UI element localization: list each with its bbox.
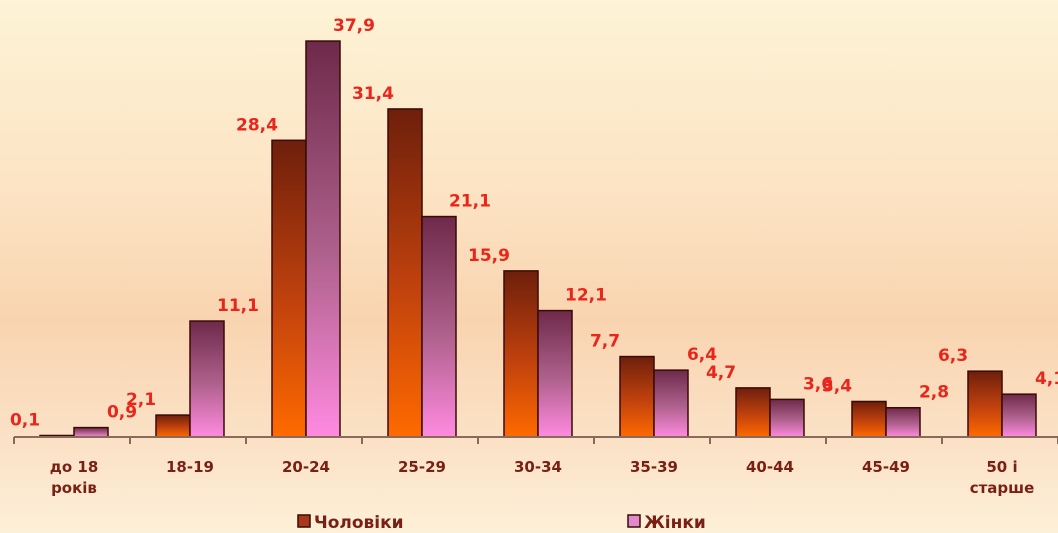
bar-men (503, 270, 539, 438)
data-label: 31,4 (352, 84, 394, 104)
data-label: 28,4 (236, 115, 278, 135)
bar-women (769, 398, 805, 438)
x-tick-label: років (51, 479, 97, 497)
x-tick-label: 40-44 (746, 458, 794, 476)
legend-label-women: Жінки (644, 513, 706, 533)
value-labels-group: 0,1 0,92,1 11,1 28,4 37,9 31,4 21,1 15,9 12,1 7,7… (10, 16, 1058, 430)
data-label: 6,4 (687, 345, 717, 365)
bar-men (967, 370, 1003, 438)
data-label: 7,7 (590, 332, 620, 352)
data-label: 4,7 (706, 363, 736, 383)
bars-group (39, 40, 1037, 438)
data-label: 11,1 (217, 296, 259, 316)
data-label: 21,1 (449, 192, 491, 212)
data-label: 6,3 (938, 346, 968, 366)
data-label: 3,6 (803, 374, 833, 394)
bar-men (155, 414, 191, 438)
x-tick-label: 50 і (986, 458, 1017, 476)
legend-swatch-men (297, 514, 311, 528)
x-tick-label: 18-19 (166, 458, 214, 476)
data-label: 37,9 (333, 16, 375, 36)
legend-label-men: Чоловіки (314, 513, 404, 533)
data-label: 0,1 (10, 411, 40, 431)
x-axis (13, 436, 1058, 444)
data-label: 3,4 (822, 376, 852, 396)
bar-men (851, 400, 887, 438)
legend: Чоловіки Жінки (297, 513, 706, 533)
x-tick-label: 45-49 (862, 458, 910, 476)
bar-women (189, 320, 225, 438)
x-tick-label: старше (970, 479, 1035, 497)
data-label: 12,1 (565, 286, 607, 306)
data-label: 4,1 (1035, 369, 1058, 389)
x-tick-label: 25-29 (398, 458, 446, 476)
bar-women (73, 426, 109, 438)
x-tick-label: 35-39 (630, 458, 678, 476)
x-tick-label: 20-24 (282, 458, 330, 476)
bar-men (619, 355, 655, 438)
bar-women (1001, 393, 1037, 438)
bar-men (735, 387, 771, 438)
x-tick-label: до 18 (50, 458, 99, 476)
bar-women (653, 369, 689, 438)
bar-men (387, 108, 423, 438)
data-label: 2,1 (126, 390, 156, 410)
data-label: 15,9 (468, 246, 510, 266)
data-label: 2,8 (919, 383, 949, 403)
bar-women (885, 406, 921, 438)
bar-women (537, 309, 573, 438)
legend-swatch-women (627, 514, 641, 528)
bar-men (271, 139, 307, 438)
category-labels-group: до 18 років 18-19 20-24 25-29 30-34 35-39 40-44… (50, 458, 1035, 497)
x-tick-label: 30-34 (514, 458, 562, 476)
data-label: 0,9 (107, 403, 137, 423)
bar-women (305, 40, 341, 438)
bar-women (421, 215, 457, 438)
